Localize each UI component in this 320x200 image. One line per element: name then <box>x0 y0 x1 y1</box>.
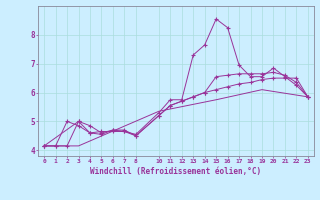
X-axis label: Windchill (Refroidissement éolien,°C): Windchill (Refroidissement éolien,°C) <box>91 167 261 176</box>
